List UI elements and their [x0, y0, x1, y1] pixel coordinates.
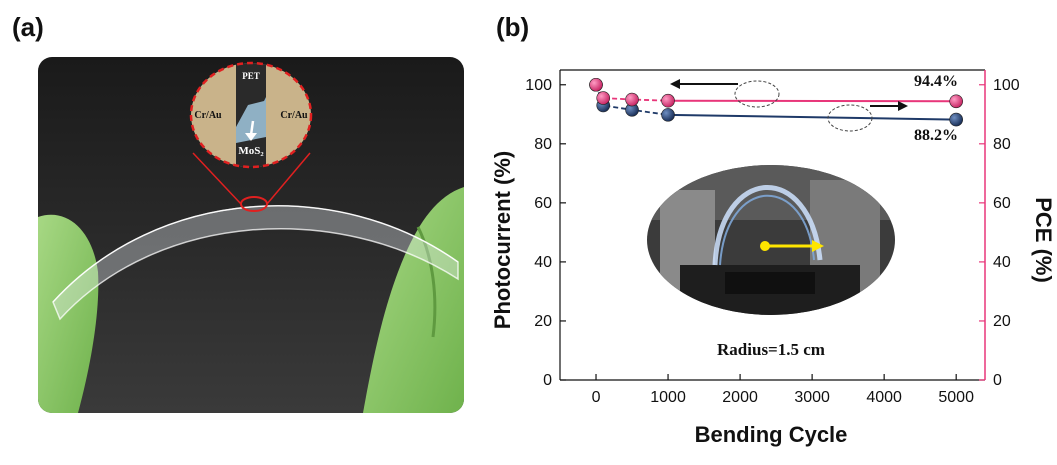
photocurrent-end-label: 88.2% [914, 127, 958, 144]
y-tick-label-right: 0 [993, 372, 1002, 389]
bending-chart: 0 1000 2000 3000 4000 5000 0 0 20 20 40 40 60 60 80 80 1… [490, 69, 1056, 447]
pce-end-label: 94.4% [914, 73, 958, 90]
x-tick-label: 3000 [794, 389, 830, 406]
data-point [596, 91, 611, 105]
y-tick-label-right: 40 [993, 254, 1011, 271]
y-tick-label-right: 80 [993, 136, 1011, 153]
series-line [668, 99, 957, 103]
y-tick-label-right: 60 [993, 195, 1011, 212]
data-point [589, 77, 603, 92]
series-line [668, 113, 957, 121]
plot-axes: 0 1000 2000 3000 4000 5000 0 0 20 20 40 40 60 60 80 80 1… [525, 69, 1020, 406]
x-tick-label: 0 [592, 389, 601, 406]
inset-label-right: Cr/Au [280, 110, 308, 121]
x-tick-label: 4000 [866, 389, 902, 406]
y-axis-title-left: Photocurrent (%) [490, 151, 515, 329]
y-axis-title-right: PCE (%) [1031, 197, 1056, 283]
bending-stage-photo [647, 165, 895, 315]
x-tick-label: 5000 [938, 389, 974, 406]
panel-label-a: (a) [12, 12, 44, 42]
y-tick-label-left: 100 [525, 77, 552, 94]
panel-label-b: (b) [496, 12, 530, 42]
right-glove [363, 187, 464, 413]
data-point [625, 92, 639, 107]
y-tick-label-right: 100 [993, 77, 1020, 94]
inset-label-pet: PET [242, 71, 260, 81]
y-tick-label-left: 80 [534, 136, 552, 153]
x-tick-label: 1000 [650, 389, 686, 406]
left-glove [38, 214, 99, 413]
microscope-inset [191, 63, 311, 167]
x-tick-label: 2000 [722, 389, 758, 406]
data-point [661, 93, 675, 108]
inset-label-mos2: MoS₂ [238, 145, 264, 157]
radius-label: Radius=1.5 cm [717, 340, 825, 359]
plot-marks [589, 77, 963, 127]
y-tick-label-left: 60 [534, 195, 552, 212]
y-tick-label-left: 20 [534, 313, 552, 330]
data-point [949, 94, 963, 109]
data-point [949, 112, 963, 127]
y-tick-label-left: 0 [543, 372, 552, 389]
y-tick-label-left: 40 [534, 254, 552, 271]
y-tick-label-right: 20 [993, 313, 1011, 330]
x-axis-title: Bending Cycle [695, 422, 848, 447]
inset-label-left: Cr/Au [194, 110, 222, 121]
device-photo: PET Cr/Au Cr/Au MoS₂ [38, 57, 464, 413]
data-point [661, 108, 675, 122]
